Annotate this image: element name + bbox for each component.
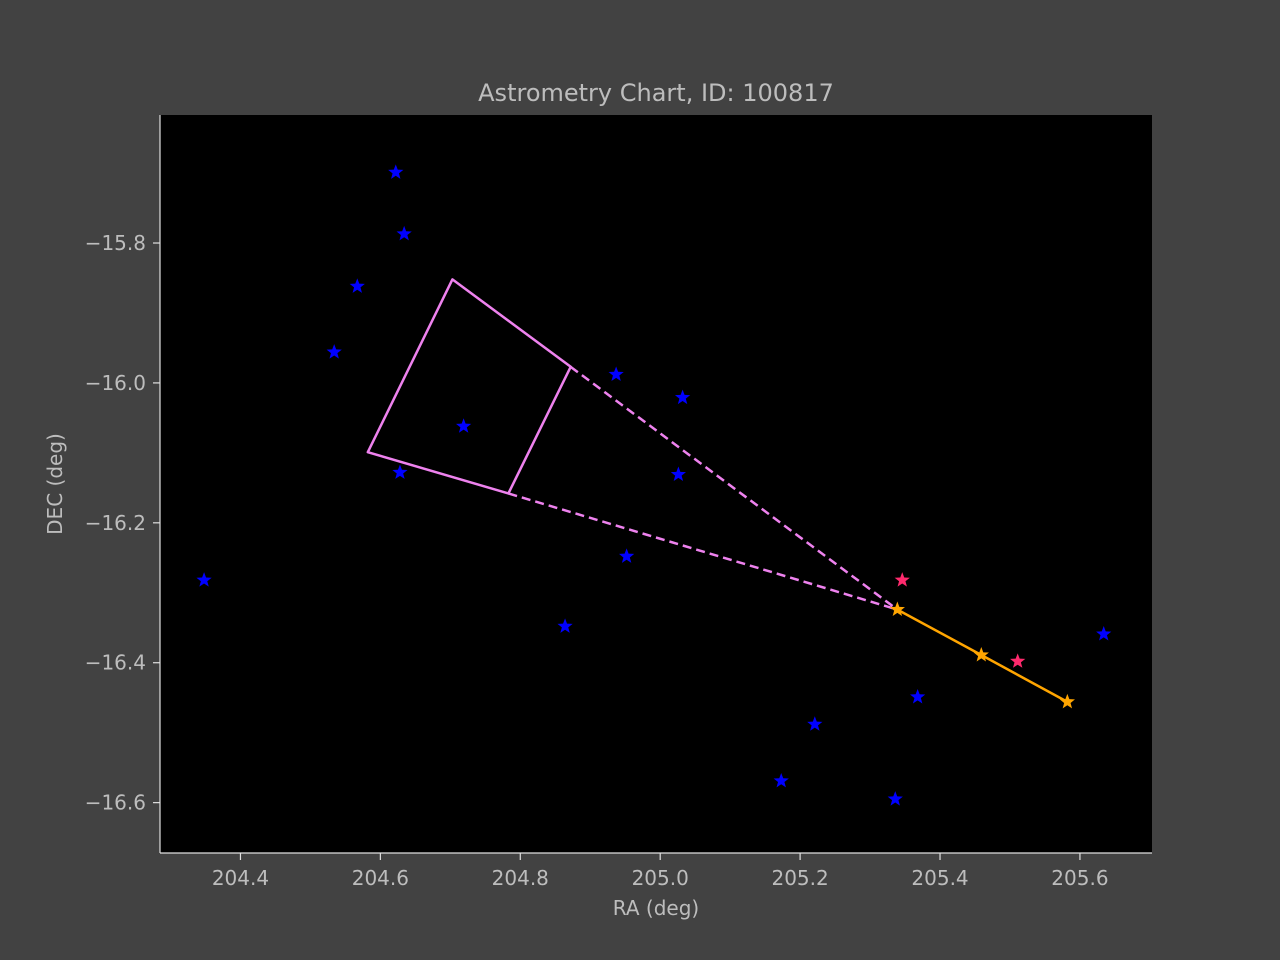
y-tick-label: −16.4 bbox=[85, 651, 146, 675]
y-tick-label: −15.8 bbox=[85, 231, 146, 255]
field-star bbox=[619, 548, 635, 563]
field-star bbox=[196, 572, 212, 587]
track-star bbox=[1059, 693, 1075, 709]
field-star bbox=[608, 366, 624, 381]
field-star bbox=[349, 278, 365, 293]
x-tick-label: 204.8 bbox=[492, 866, 549, 890]
highlight-star bbox=[1010, 653, 1026, 668]
field-star bbox=[674, 389, 691, 405]
x-tick-label: 205.2 bbox=[771, 866, 828, 890]
field-star bbox=[392, 464, 408, 479]
x-tick-label: 205.6 bbox=[1051, 866, 1108, 890]
chart-title: Astrometry Chart, ID: 100817 bbox=[478, 79, 834, 107]
stars-layer bbox=[196, 164, 1112, 806]
footprint-dashed-line bbox=[569, 365, 899, 611]
field-star bbox=[456, 418, 472, 433]
x-tick-label: 204.6 bbox=[352, 866, 409, 890]
field-star bbox=[557, 618, 573, 633]
field-star bbox=[396, 225, 412, 241]
track-star bbox=[889, 601, 905, 617]
field-star bbox=[807, 716, 823, 731]
field-star bbox=[1096, 626, 1112, 641]
x-tick-label: 205.4 bbox=[911, 866, 968, 890]
footprint-dashed-line bbox=[508, 492, 898, 611]
field-star bbox=[326, 344, 342, 359]
x-axis-ticks: 204.4 204.6 204.8 205.0 205.2 205.4 205.6 bbox=[212, 853, 1109, 890]
field-star bbox=[910, 689, 926, 704]
y-tick-label: −16.6 bbox=[85, 791, 146, 815]
highlight-star bbox=[894, 572, 910, 587]
field-star bbox=[773, 772, 789, 788]
footprint-polygon bbox=[366, 278, 572, 495]
field-star bbox=[670, 466, 686, 482]
x-tick-label: 204.4 bbox=[212, 866, 269, 890]
y-axis-ticks: −15.8 −16.0 −16.2 −16.4 −16.6 bbox=[85, 231, 160, 815]
y-tick-label: −16.0 bbox=[85, 371, 146, 395]
track-star bbox=[973, 647, 989, 662]
x-axis-label: RA (deg) bbox=[613, 896, 699, 920]
footprint-layer bbox=[366, 278, 899, 611]
field-star bbox=[388, 164, 404, 179]
y-tick-label: −16.2 bbox=[85, 511, 146, 535]
plot-area bbox=[160, 115, 1152, 853]
x-tick-label: 205.0 bbox=[632, 866, 689, 890]
field-star bbox=[887, 791, 903, 806]
y-axis-label: DEC (deg) bbox=[43, 433, 67, 535]
